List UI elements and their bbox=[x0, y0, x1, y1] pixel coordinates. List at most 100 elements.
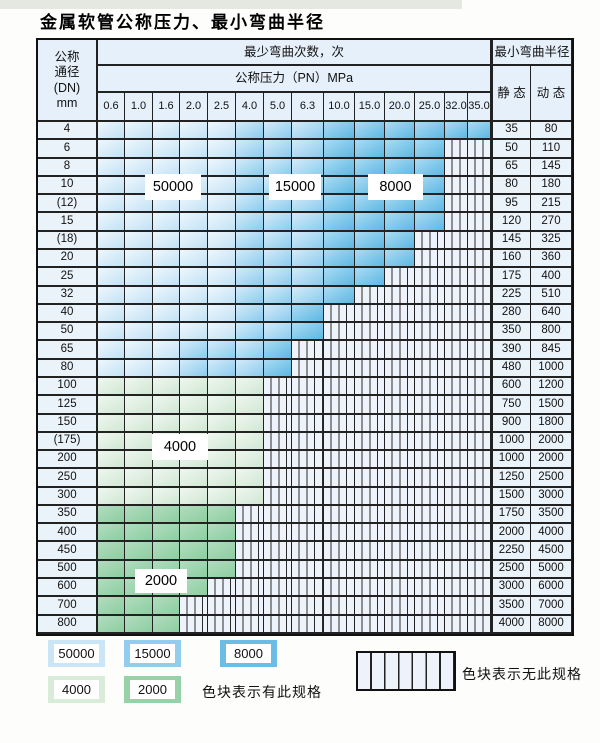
spec-cell-4000 bbox=[208, 377, 236, 397]
spec-cell-50000 bbox=[180, 213, 208, 232]
spec-cell-8000 bbox=[324, 213, 355, 232]
spec-cell-none bbox=[355, 542, 385, 561]
spec-cell-none bbox=[324, 377, 355, 397]
dn-cell: 200 bbox=[38, 451, 98, 470]
dn-header-line1: 公称 bbox=[54, 49, 80, 64]
spec-cell-none bbox=[468, 396, 491, 415]
static-cell: 120 bbox=[491, 213, 531, 232]
spec-cell-2000 bbox=[180, 505, 208, 525]
spec-cell-15000 bbox=[264, 304, 292, 324]
spec-cell-50000 bbox=[153, 268, 180, 287]
spec-cell-50000 bbox=[180, 140, 208, 159]
dn-cell: 4 bbox=[38, 122, 98, 141]
spec-cell-50000 bbox=[208, 176, 236, 196]
spec-cell-50000 bbox=[180, 286, 208, 305]
spec-cell-2000 bbox=[180, 579, 208, 598]
spec-cell-2000 bbox=[208, 524, 236, 543]
spec-cell-8000 bbox=[324, 231, 355, 250]
spec-cell-none bbox=[324, 304, 355, 324]
dynamic-cell: 3000 bbox=[531, 487, 572, 506]
spec-cell-2000 bbox=[98, 524, 125, 543]
static-cell: 1000 bbox=[491, 432, 531, 452]
spec-cell-none bbox=[292, 451, 324, 470]
spec-cell-8000 bbox=[324, 122, 355, 141]
spec-cell-none bbox=[292, 432, 324, 452]
spec-cell-50000 bbox=[98, 158, 125, 177]
spec-cell-50000 bbox=[125, 323, 153, 342]
spec-cell-none bbox=[236, 615, 264, 634]
spec-cell-8000 bbox=[385, 213, 415, 232]
spec-cell-50000 bbox=[153, 249, 180, 269]
spec-cell-15000 bbox=[292, 231, 324, 250]
spec-cell-none bbox=[415, 451, 445, 470]
spec-cell-none bbox=[468, 140, 491, 159]
static-cell: 3000 bbox=[491, 579, 531, 598]
spec-cell-none bbox=[415, 268, 445, 287]
dynamic-cell: 4000 bbox=[531, 524, 572, 543]
spec-cell-2000 bbox=[98, 615, 125, 634]
spec-cell-none bbox=[180, 615, 208, 634]
spec-cell-none bbox=[264, 432, 292, 452]
pressure-tick: 2.5 bbox=[208, 93, 236, 122]
spec-cell-50000 bbox=[98, 359, 125, 378]
static-cell: 1500 bbox=[491, 487, 531, 506]
spec-cell-4000 bbox=[98, 396, 125, 415]
spec-cell-50000 bbox=[125, 140, 153, 159]
spec-cell-50000 bbox=[153, 304, 180, 324]
dn-cell: 600 bbox=[38, 579, 98, 598]
spec-cell-15000 bbox=[292, 268, 324, 287]
static-cell: 280 bbox=[491, 304, 531, 324]
spec-cell-8000 bbox=[292, 304, 324, 324]
spec-cell-50000 bbox=[98, 213, 125, 232]
spec-cell-4000 bbox=[208, 487, 236, 506]
spec-cell-50000 bbox=[98, 140, 125, 159]
spec-cell-none bbox=[236, 579, 264, 598]
spec-cell-none bbox=[324, 505, 355, 525]
dynamic-cell: 180 bbox=[531, 176, 572, 196]
spec-cell-none bbox=[468, 359, 491, 378]
static-cell: 3500 bbox=[491, 597, 531, 616]
spec-cell-none bbox=[468, 615, 491, 634]
spec-cell-15000 bbox=[236, 286, 264, 305]
spec-cell-50000 bbox=[153, 286, 180, 305]
spec-cell-none bbox=[324, 414, 355, 433]
spec-cell-none bbox=[445, 396, 468, 415]
spec-cell-4000 bbox=[125, 432, 153, 452]
spec-cell-2000 bbox=[125, 524, 153, 543]
spec-cell-4000 bbox=[98, 414, 125, 433]
spec-cell-none bbox=[355, 432, 385, 452]
spec-cell-none bbox=[208, 597, 236, 616]
legend-swatch-15000-value: 15000 bbox=[130, 644, 175, 663]
spec-cell-none bbox=[385, 542, 415, 561]
pressure-tick: 15.0 bbox=[355, 93, 385, 122]
spec-cell-4000 bbox=[153, 469, 180, 488]
spec-cell-8000 bbox=[415, 158, 445, 177]
spec-cell-4000 bbox=[125, 469, 153, 488]
spec-cell-none bbox=[355, 341, 385, 360]
static-cell: 390 bbox=[491, 341, 531, 360]
zone-label-4000: 4000 bbox=[152, 434, 208, 460]
spec-cell-none bbox=[355, 304, 385, 324]
spec-cell-none bbox=[468, 579, 491, 598]
spec-cell-none bbox=[264, 451, 292, 470]
spec-cell-none bbox=[415, 505, 445, 525]
spec-cell-15000 bbox=[236, 268, 264, 287]
dynamic-cell: 80 bbox=[531, 122, 572, 141]
spec-cell-none bbox=[468, 195, 491, 214]
spec-cell-none bbox=[324, 396, 355, 415]
spec-cell-none bbox=[468, 323, 491, 342]
spec-cell-none bbox=[445, 304, 468, 324]
spec-cell-none bbox=[415, 396, 445, 415]
spec-cell-50000 bbox=[98, 195, 125, 214]
spec-cell-15000 bbox=[264, 140, 292, 159]
spec-cell-none bbox=[264, 377, 292, 397]
spec-cell-none bbox=[385, 615, 415, 634]
spec-cell-2000 bbox=[180, 542, 208, 561]
dn-cell: 450 bbox=[38, 542, 98, 561]
spec-cell-4000 bbox=[208, 432, 236, 452]
spec-cell-none bbox=[292, 487, 324, 506]
spec-cell-none bbox=[415, 432, 445, 452]
spec-cell-4000 bbox=[125, 377, 153, 397]
dynamic-cell: 510 bbox=[531, 286, 572, 305]
spec-cell-8000 bbox=[324, 286, 355, 305]
